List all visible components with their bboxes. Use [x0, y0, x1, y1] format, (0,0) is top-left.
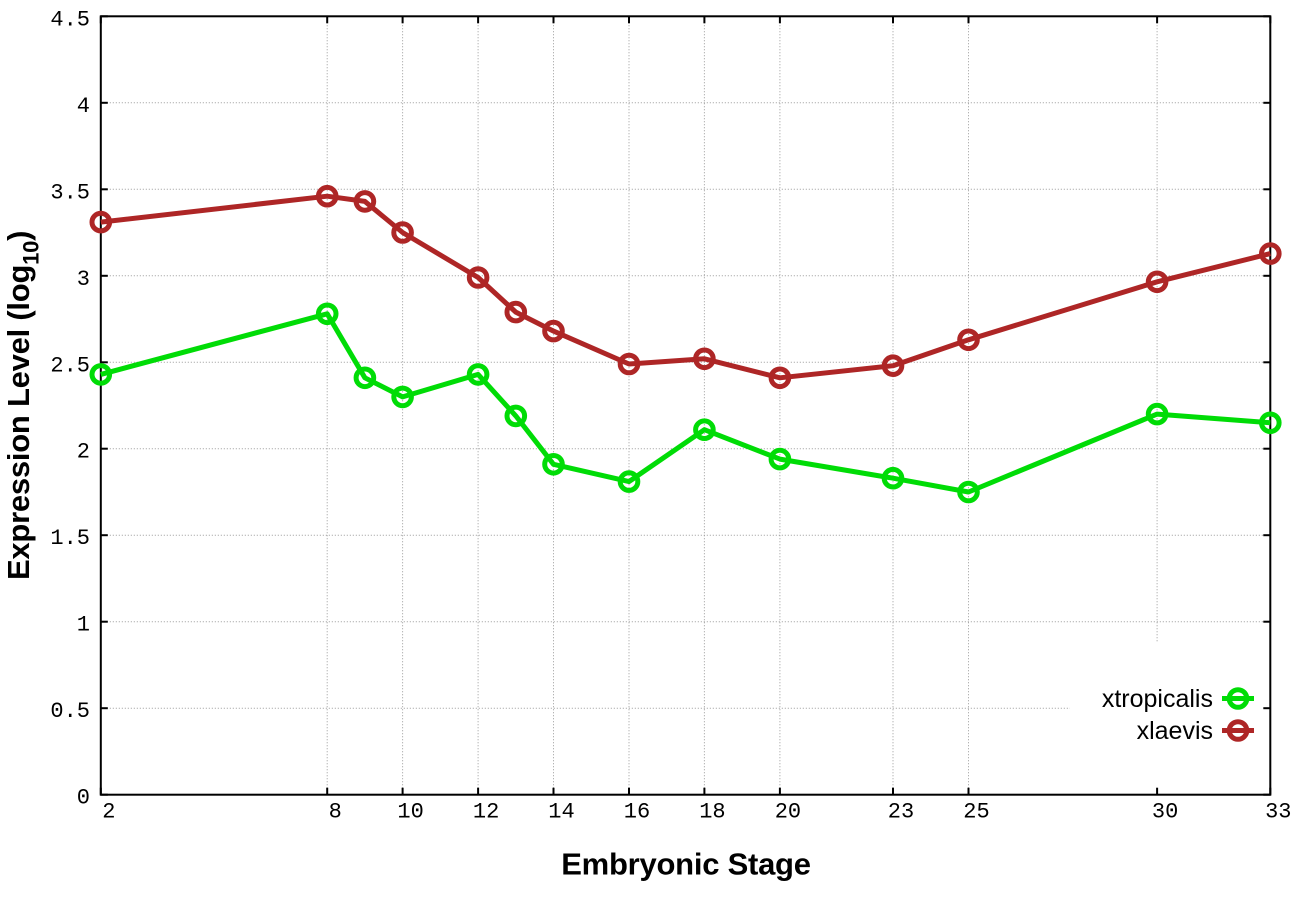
svg-text:20: 20	[775, 800, 801, 825]
svg-text:12: 12	[473, 800, 499, 825]
svg-text:8: 8	[329, 800, 342, 825]
svg-text:2.5: 2.5	[50, 353, 90, 378]
svg-text:23: 23	[888, 800, 914, 825]
svg-text:xlaevis: xlaevis	[1137, 717, 1213, 745]
svg-text:25: 25	[963, 800, 989, 825]
svg-text:2: 2	[77, 440, 90, 465]
svg-text:2: 2	[102, 800, 115, 825]
svg-text:18: 18	[699, 800, 725, 825]
svg-text:0: 0	[77, 786, 90, 811]
svg-text:4: 4	[77, 94, 90, 119]
svg-text:16: 16	[624, 800, 650, 825]
svg-text:Embryonic Stage: Embryonic Stage	[561, 847, 811, 882]
svg-text:3.5: 3.5	[50, 180, 90, 205]
svg-text:3: 3	[77, 267, 90, 292]
svg-text:10: 10	[397, 800, 423, 825]
svg-text:14: 14	[548, 800, 574, 825]
svg-text:0.5: 0.5	[50, 699, 90, 724]
svg-text:1: 1	[77, 613, 90, 638]
svg-text:30: 30	[1152, 800, 1178, 825]
svg-text:4.5: 4.5	[50, 7, 90, 32]
svg-text:xtropicalis: xtropicalis	[1102, 685, 1213, 713]
svg-text:1.5: 1.5	[50, 526, 90, 551]
svg-text:33: 33	[1265, 800, 1291, 825]
